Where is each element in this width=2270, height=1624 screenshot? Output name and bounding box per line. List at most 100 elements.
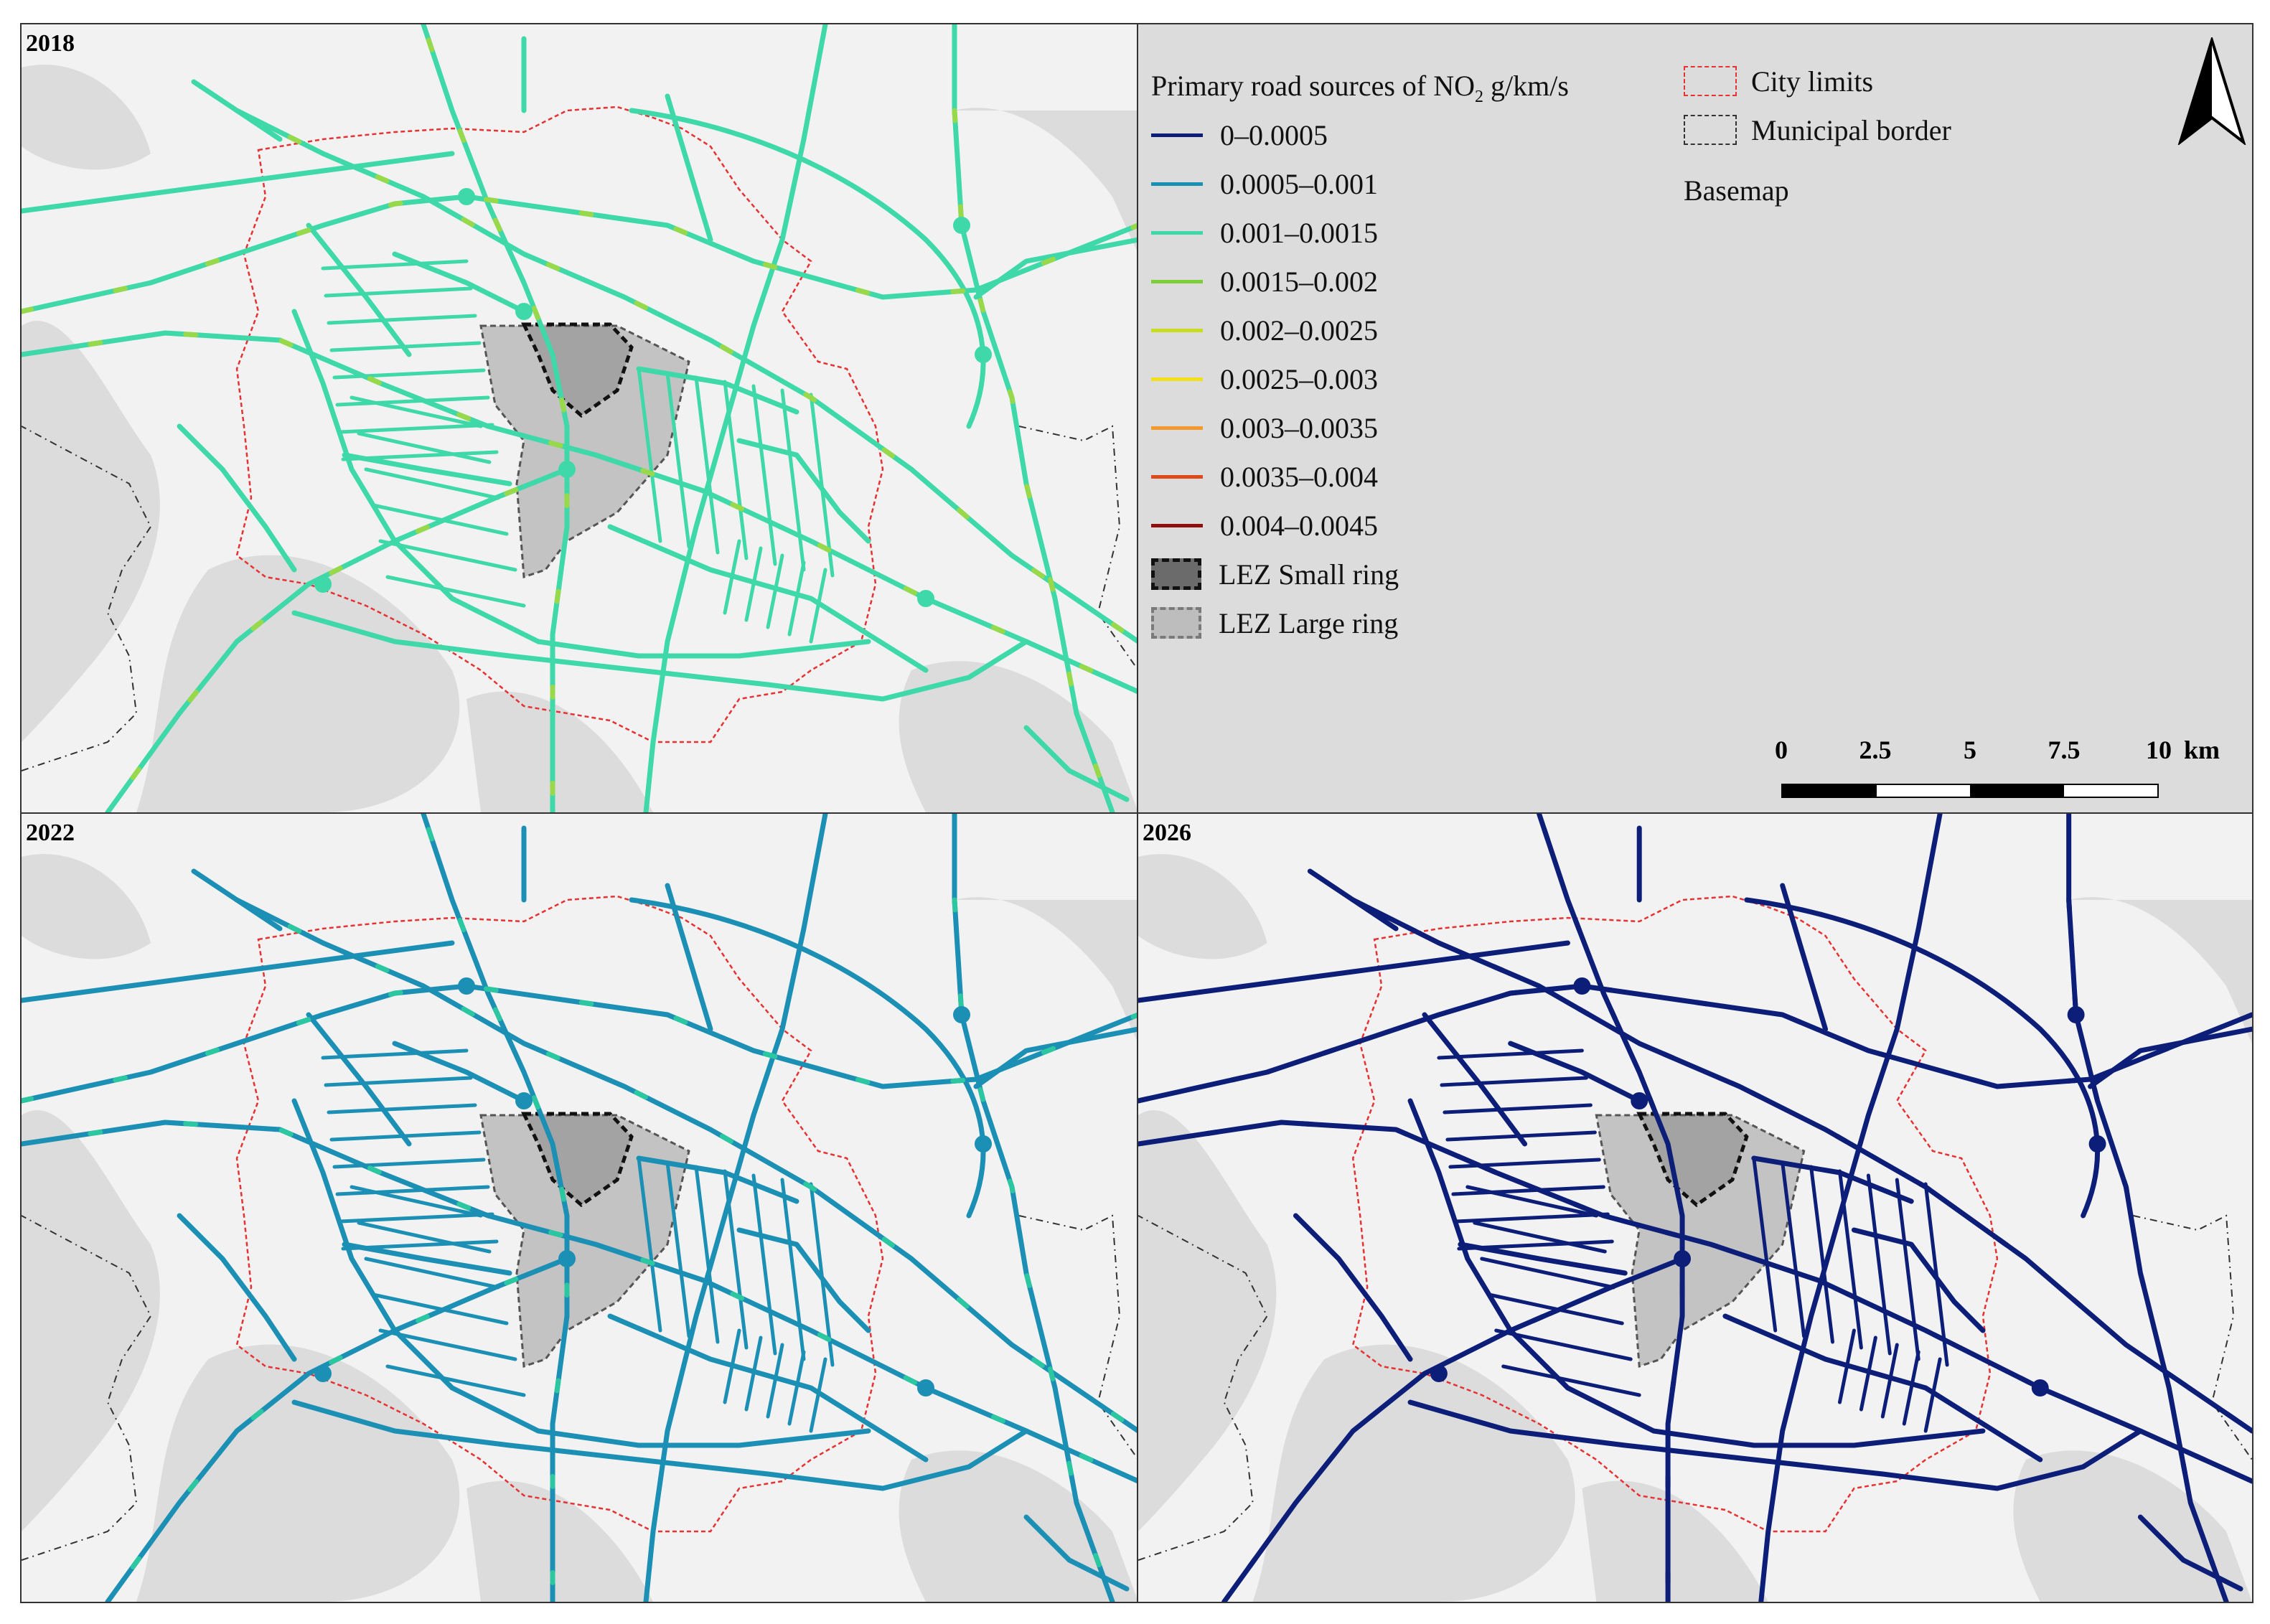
local-road bbox=[694, 375, 720, 555]
municipal-border-swatch bbox=[1684, 115, 1737, 145]
primary-road bbox=[2088, 1026, 2252, 1089]
local-road bbox=[637, 367, 662, 543]
basemap-terrain bbox=[955, 108, 1138, 254]
primary-road bbox=[1508, 1041, 1642, 1104]
city-limits-line bbox=[235, 105, 884, 743]
legend-label: Municipal border bbox=[1751, 113, 1951, 146]
primary-road bbox=[1293, 1213, 1413, 1362]
road-junction bbox=[458, 188, 475, 205]
road-segment-highlight bbox=[952, 24, 1115, 812]
legend-item: 0.0015–0.002 bbox=[1151, 263, 1378, 300]
scale-tick-label: 10 bbox=[2146, 736, 2172, 764]
road-junction bbox=[1430, 1365, 1448, 1382]
local-road bbox=[787, 1350, 806, 1426]
legend-item-basemap: Basemap bbox=[1684, 172, 1789, 208]
primary-road bbox=[342, 452, 512, 487]
road-segment-highlight bbox=[952, 814, 1115, 1602]
road-junction bbox=[558, 1250, 576, 1267]
basemap-terrain bbox=[955, 897, 1138, 1043]
legend-label: 0.001–0.0015 bbox=[1220, 216, 1378, 249]
map-panel-2022[interactable]: 2022 bbox=[20, 812, 1140, 1603]
legend-swatch bbox=[1151, 133, 1203, 137]
legend-item: 0.003–0.0035 bbox=[1151, 409, 1378, 446]
primary-road bbox=[1422, 1012, 1528, 1147]
road-junction bbox=[975, 346, 992, 363]
primary-road bbox=[1138, 940, 1570, 1003]
primary-road bbox=[191, 868, 283, 931]
basemap-terrain bbox=[22, 854, 151, 959]
road-junction bbox=[515, 303, 533, 320]
primary-road bbox=[342, 1242, 512, 1276]
legend-panel: Primary road sources of NO2 g/km/s 0–0.0… bbox=[1137, 23, 2253, 814]
road-junction bbox=[458, 977, 475, 995]
primary-road bbox=[973, 237, 1138, 300]
year-label-2018: 2018 bbox=[26, 30, 75, 57]
road-junction bbox=[558, 461, 576, 478]
legend-label: 0.003–0.0035 bbox=[1220, 411, 1378, 444]
basemap-terrain bbox=[466, 1480, 653, 1602]
legend-swatch bbox=[1151, 182, 1203, 186]
primary-road bbox=[291, 309, 871, 659]
primary-road bbox=[105, 466, 570, 812]
legend-item: 0.004–0.0045 bbox=[1151, 507, 1378, 544]
road-junction bbox=[1674, 1250, 1692, 1267]
local-road bbox=[1480, 1257, 1615, 1290]
municipal-border bbox=[1138, 1214, 2252, 1561]
basemap-terrain bbox=[22, 320, 160, 743]
basemap-terrain bbox=[1138, 854, 1267, 959]
primary-road bbox=[1138, 983, 2252, 1104]
primary-road bbox=[177, 423, 297, 573]
legend-item: 0.001–0.0015 bbox=[1151, 214, 1378, 251]
primary-road bbox=[22, 151, 455, 214]
road-segment-highlight bbox=[234, 108, 1138, 644]
legend-title-unit: g/km/s bbox=[1483, 70, 1569, 102]
year-label-2026: 2026 bbox=[1143, 820, 1191, 846]
primary-road bbox=[392, 251, 527, 314]
legend-item-lez-small: LEZ Small ring bbox=[1151, 555, 1399, 593]
primary-road bbox=[22, 1120, 1138, 1484]
local-road bbox=[766, 1343, 784, 1419]
local-road bbox=[324, 1076, 473, 1087]
scale-unit: km bbox=[2183, 736, 2220, 764]
local-road bbox=[1809, 1165, 1834, 1344]
basemap-terrain bbox=[22, 1109, 160, 1531]
road-segment-highlight bbox=[234, 897, 1138, 1434]
primary-road bbox=[643, 24, 828, 812]
basemap-terrain bbox=[1252, 1344, 1575, 1602]
legend-item: 0.002–0.0025 bbox=[1151, 311, 1378, 349]
local-road bbox=[787, 560, 806, 637]
primary-road bbox=[1221, 1256, 1685, 1602]
map-panel-2018[interactable]: 2018 bbox=[20, 23, 1140, 814]
local-road bbox=[694, 1165, 720, 1344]
local-road bbox=[1473, 1221, 1607, 1254]
primary-road bbox=[2137, 1514, 2243, 1592]
municipal-border bbox=[22, 425, 1138, 771]
local-road bbox=[1443, 1103, 1593, 1114]
road-junction bbox=[2067, 1006, 2085, 1023]
primary-road bbox=[22, 983, 1138, 1104]
primary-road bbox=[1780, 883, 1829, 1032]
primary-road bbox=[1407, 1098, 1986, 1448]
local-road bbox=[1880, 1343, 1899, 1419]
map-panel-2026[interactable]: 2026 bbox=[1137, 812, 2253, 1603]
road-junction bbox=[314, 1365, 332, 1382]
local-road bbox=[357, 1221, 492, 1254]
map-2022 bbox=[22, 814, 1138, 1602]
city-limits-line bbox=[1351, 895, 1999, 1533]
road-junction bbox=[515, 1092, 533, 1109]
road-segment-highlight bbox=[1537, 814, 1685, 1602]
local-road bbox=[1454, 1212, 1610, 1224]
legend-label: Basemap bbox=[1684, 174, 1789, 207]
primary-road bbox=[22, 194, 1138, 314]
legend-title: Primary road sources of NO2 g/km/s bbox=[1151, 69, 1569, 107]
local-road bbox=[357, 431, 492, 464]
local-road bbox=[338, 423, 494, 434]
road-segment-highlight bbox=[421, 814, 570, 1602]
basemap-terrain bbox=[22, 65, 151, 170]
legend-label: 0.0005–0.001 bbox=[1220, 167, 1378, 200]
legend-swatch bbox=[1151, 474, 1203, 479]
primary-road bbox=[736, 438, 871, 544]
primary-road bbox=[306, 1012, 412, 1147]
local-road bbox=[327, 1103, 477, 1114]
primary-road bbox=[177, 1213, 297, 1362]
